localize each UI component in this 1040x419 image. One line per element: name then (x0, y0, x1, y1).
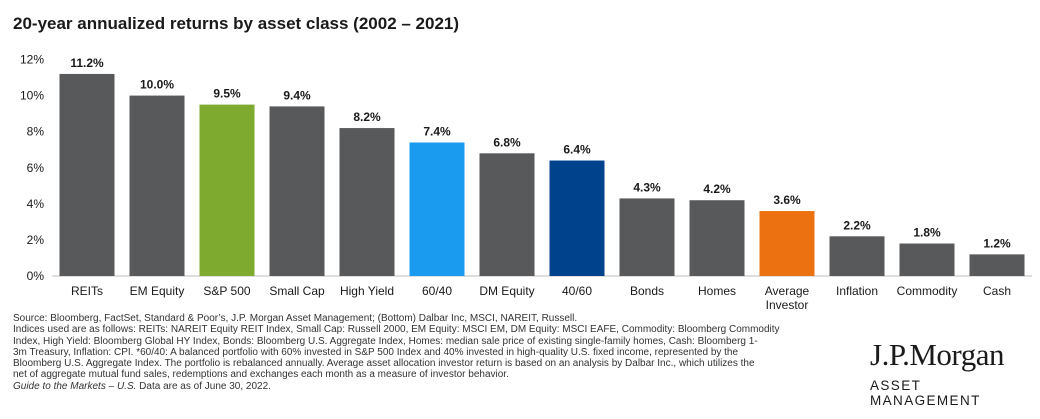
bar (129, 95, 185, 276)
bar (689, 200, 745, 276)
x-tick-label: Average (765, 284, 810, 298)
x-tick-label: S&P 500 (203, 284, 250, 298)
bar (199, 104, 255, 277)
data-label: 8.2% (353, 110, 381, 124)
footnote-line: Source: Bloomberg, FactSet, Standard & P… (13, 313, 578, 324)
footnote-line: Index, High Yield: Bloomberg Global HY I… (13, 335, 758, 347)
footnote-line: net of aggregate mutual fund sales, rede… (13, 369, 509, 381)
jpmorgan-logo: J.P.Morgan ASSET MANAGEMENT (870, 337, 1030, 409)
x-tick-label: High Yield (340, 284, 394, 298)
footnote-guide: Guide to the Markets – U.S. Data are as … (13, 381, 858, 392)
y-tick-label: 4% (27, 197, 45, 211)
data-label: 2.2% (843, 218, 871, 232)
bar (759, 211, 815, 276)
bars (59, 73, 1025, 277)
bar (409, 142, 465, 276)
y-tick-label: 2% (27, 233, 45, 247)
bar (479, 153, 535, 276)
x-tick-label: Bonds (630, 284, 664, 298)
data-label: 4.3% (633, 180, 661, 194)
x-tick-label: 40/60 (562, 284, 592, 298)
x-tick-label: Homes (698, 284, 736, 298)
data-label: 10.0% (140, 78, 174, 92)
footnotes: Source: Bloomberg, FactSet, Standard & P… (13, 313, 858, 392)
y-tick-label: 0% (27, 269, 45, 283)
data-label: 6.8% (493, 135, 521, 149)
data-label: 9.4% (283, 88, 311, 102)
y-tick-label: 10% (20, 89, 44, 103)
y-tick-label: 6% (27, 161, 45, 175)
footnote-line: Bloomberg U.S. Aggregate Index. The port… (13, 358, 755, 370)
bar (339, 128, 395, 276)
data-label: 9.5% (213, 87, 241, 101)
data-label: 11.2% (70, 56, 104, 70)
logo-brand: J.P.Morgan (870, 337, 1004, 372)
data-label: 7.4% (423, 124, 451, 138)
footnote-line: 3m Treasury, Inflation: CPI. *60/40: A b… (13, 346, 739, 358)
y-tick-label: 12% (20, 53, 44, 67)
x-tick-label: Investor (766, 298, 809, 312)
data-label: 1.8% (913, 226, 941, 240)
data-label: 1.2% (983, 236, 1011, 250)
x-tick-label: REITs (71, 284, 103, 298)
bar (549, 160, 605, 276)
bar-chart: 0% 2% 4% 6% 8% 10% 12% 11.2% 10.0% 9.5% 9.4% 8.2% 7… (20, 53, 1032, 312)
guide-date: Data are as of June 30, 2022. (136, 380, 271, 392)
data-label: 3.6% (773, 193, 801, 207)
bar (619, 198, 675, 276)
data-label: 4.2% (703, 182, 731, 196)
x-tick-label: Inflation (836, 284, 878, 298)
x-tick-label: Commodity (897, 284, 958, 298)
x-tick-label: Small Cap (269, 284, 325, 298)
logo-subtitle: ASSET MANAGEMENT (870, 378, 981, 408)
data-label: 6.4% (563, 143, 591, 157)
category-labels: REITs EM Equity S&P 500 Small Cap High Yield… (71, 284, 1011, 312)
bar (59, 73, 115, 276)
x-tick-label: DM Equity (479, 284, 534, 298)
bar (969, 254, 1025, 276)
guide-title: Guide to the Markets – U.S. (13, 380, 137, 392)
bar (899, 243, 955, 276)
y-tick-label: 8% (27, 125, 45, 139)
data-labels: 11.2% 10.0% 9.5% 9.4% 8.2% 7.4% 6.8% 6.4% 4.3% 4.… (70, 56, 1011, 250)
footnote-line: Indices used are as follows: REITs: NARE… (13, 324, 780, 336)
x-tick-label: 60/40 (422, 284, 452, 298)
x-tick-label: Cash (983, 284, 1011, 298)
chart-title: 20-year annualized returns by asset clas… (13, 14, 460, 33)
bar (269, 106, 325, 277)
bar (829, 236, 885, 276)
x-tick-label: EM Equity (130, 284, 185, 298)
